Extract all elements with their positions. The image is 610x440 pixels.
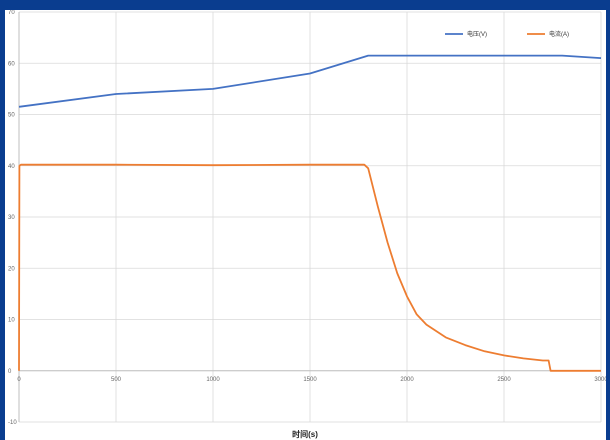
x-tick-label: 3000 bbox=[594, 377, 606, 383]
y-tick-label: 40 bbox=[8, 164, 15, 170]
y-tick-label: 0 bbox=[8, 369, 12, 375]
x-tick-labels: 0 500 1000 1500 2000 2500 3000 bbox=[17, 377, 606, 383]
y-tick-label: 70 bbox=[8, 10, 15, 16]
x-tick-label: 0 bbox=[17, 377, 21, 383]
y-tick-label: 60 bbox=[8, 61, 15, 67]
y-tick-label: 20 bbox=[8, 266, 15, 272]
x-tick-label: 1000 bbox=[206, 377, 220, 383]
y-tick-label: 30 bbox=[8, 215, 15, 221]
series-lines bbox=[18, 54, 602, 372]
chart-panel: -10 0 10 20 30 40 50 60 70 0 500 1000 1500 2000 2500 3… bbox=[5, 10, 606, 440]
x-tick-label: 2000 bbox=[400, 377, 414, 383]
legend-label: 电流(A) bbox=[549, 30, 569, 38]
x-tick-label: 1500 bbox=[303, 377, 317, 383]
legend: 电压(V) 电流(A) bbox=[445, 30, 569, 38]
line-chart: -10 0 10 20 30 40 50 60 70 0 500 1000 1500 2000 2500 3… bbox=[8, 10, 606, 439]
y-tick-label: 50 bbox=[8, 113, 15, 119]
y-tick-label: -10 bbox=[8, 420, 17, 426]
y-tick-label: 10 bbox=[8, 318, 15, 324]
series-line-2 bbox=[18, 163, 601, 372]
x-tick-label: 500 bbox=[111, 377, 122, 383]
y-tick-labels: -10 0 10 20 30 40 50 60 70 bbox=[8, 10, 17, 426]
x-tick-label: 2500 bbox=[497, 377, 511, 383]
x-axis-label: 时间(s) bbox=[292, 429, 318, 439]
legend-label: 电压(V) bbox=[467, 30, 487, 38]
series-line-1 bbox=[18, 54, 602, 108]
